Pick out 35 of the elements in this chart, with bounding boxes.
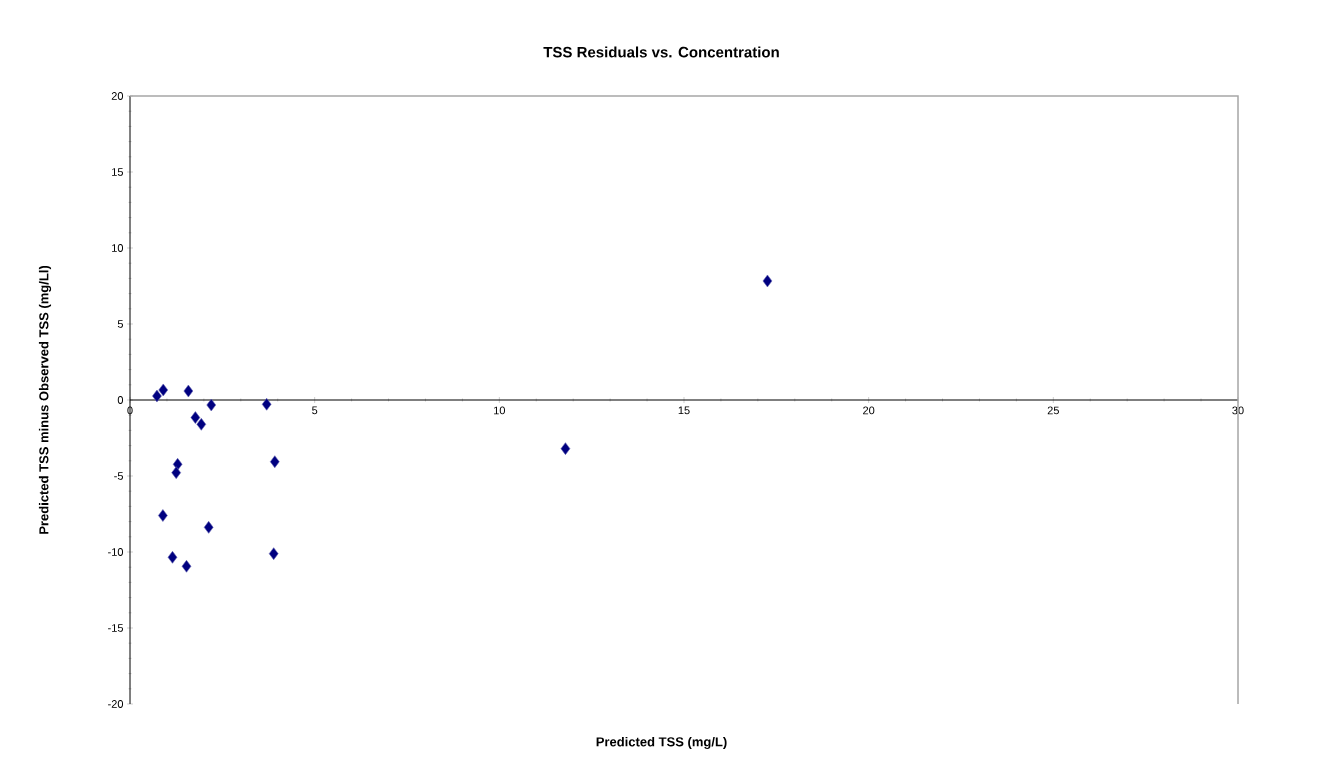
point xyxy=(762,274,773,288)
y-tick-label: -20 xyxy=(108,700,124,708)
y-tick-label: -15 xyxy=(108,624,123,632)
point xyxy=(183,384,194,398)
chart-title: TSS Residuals vs. Concentration xyxy=(543,46,779,58)
point xyxy=(152,389,162,403)
x-axis-title: Predicted TSS (mg/L) xyxy=(596,736,727,750)
point xyxy=(158,383,169,397)
point xyxy=(206,398,217,412)
point xyxy=(261,397,272,411)
point xyxy=(181,559,192,573)
point xyxy=(560,442,571,455)
y-tick-label: 20 xyxy=(111,92,124,100)
point xyxy=(203,521,214,534)
y-tick-label: 15 xyxy=(112,168,123,176)
x-tick-label: 25 xyxy=(1047,406,1059,415)
x-tick-label: 30 xyxy=(1232,406,1244,415)
x-tick-label: 20 xyxy=(863,406,875,415)
point xyxy=(171,466,181,479)
point xyxy=(190,411,201,424)
y-tick-label: 10 xyxy=(112,244,124,252)
point xyxy=(268,547,279,560)
y-tick-label: 0 xyxy=(117,396,124,404)
point xyxy=(167,551,178,564)
point xyxy=(269,455,280,468)
y-tick-label: -10 xyxy=(108,548,124,556)
point xyxy=(158,509,168,522)
y-tick-label: -5 xyxy=(114,472,123,480)
point xyxy=(196,418,207,431)
y-tick-label: 5 xyxy=(117,320,123,328)
y-axis-title: Predicted TSS minus Observed TSS (mg/Ll) xyxy=(38,265,52,534)
x-tick-label: 0 xyxy=(127,406,133,415)
x-tick-label: 15 xyxy=(678,406,690,415)
x-tick-label: 10 xyxy=(494,406,506,415)
x-tick-label: 5 xyxy=(312,406,318,415)
